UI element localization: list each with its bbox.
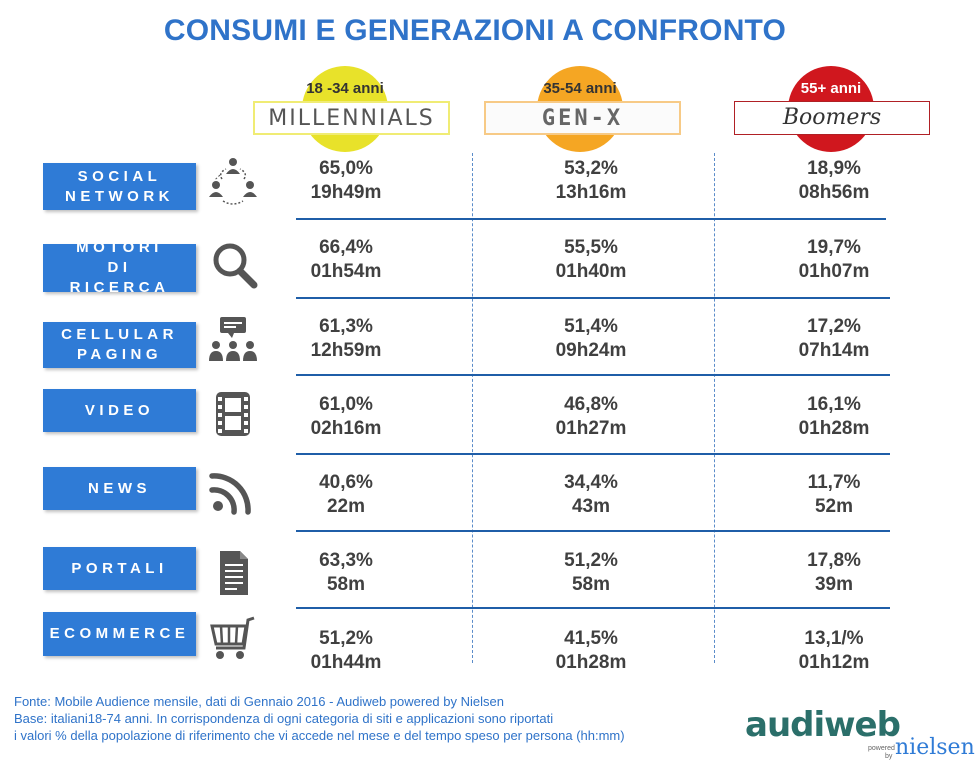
percent-value: 19,7% — [807, 237, 861, 258]
category-ecommerce[interactable]: ECOMMERCE — [43, 612, 196, 656]
audiweb-nielsen-logo: audiweb powered by nielsen — [745, 705, 975, 765]
category-social-network[interactable]: SOCIAL NETWORK — [43, 163, 196, 210]
value-cell: 18,9% 08h56m — [754, 157, 914, 205]
percent-value: 61,0% — [319, 394, 373, 415]
boomers-label: Boomers — [734, 101, 930, 135]
percent-value: 51,2% — [319, 628, 373, 649]
time-value: 39m — [814, 574, 854, 595]
value-cell: 51,2% 58m — [511, 549, 671, 597]
social-network-icon — [206, 153, 260, 207]
time-value: 01h07m — [798, 261, 870, 282]
footnote-line: i valori % della popolazione di riferime… — [14, 728, 625, 743]
value-cell: 51,4% 09h24m — [511, 315, 671, 363]
percent-value: 40,6% — [319, 472, 373, 493]
time-value: 01h40m — [555, 261, 627, 282]
value-cell: 40,6% 22m — [266, 471, 426, 519]
percent-value: 16,1% — [807, 394, 861, 415]
time-value: 52m — [814, 496, 854, 517]
time-value: 58m — [326, 574, 366, 595]
category-news[interactable]: NEWS — [43, 467, 196, 510]
percent-value: 53,2% — [564, 158, 618, 179]
time-value: 01h12m — [798, 652, 870, 673]
percent-value: 41,5% — [564, 628, 618, 649]
value-cell: 65,0% 19h49m — [266, 157, 426, 205]
row-separator — [296, 297, 890, 299]
value-cell: 17,8% 39m — [754, 549, 914, 597]
value-cell: 66,4% 01h54m — [266, 236, 426, 284]
cart-icon — [206, 612, 260, 666]
time-value: 01h44m — [310, 652, 382, 673]
value-cell: 46,8% 01h27m — [511, 393, 671, 441]
percent-value: 17,8% — [807, 550, 861, 571]
time-value: 01h54m — [310, 261, 382, 282]
value-cell: 51,2% 01h44m — [266, 627, 426, 675]
category-portali[interactable]: PORTALI — [43, 547, 196, 590]
rss-icon — [206, 466, 260, 520]
time-value: 08h56m — [798, 182, 870, 203]
percent-value: 51,2% — [564, 550, 618, 571]
time-value: 22m — [326, 496, 366, 517]
value-cell: 13,1/% 01h12m — [754, 627, 914, 675]
category-motori-di-ricerca[interactable]: MOTORI DI RICERCA — [43, 239, 196, 296]
audiweb-wordmark: audiweb — [745, 705, 901, 745]
percent-value: 17,2% — [807, 316, 861, 337]
footnote-line: Base: italiani18-74 anni. In corrisponde… — [14, 711, 554, 726]
genx-label: GEN-X — [484, 101, 681, 135]
time-value: 13h16m — [555, 182, 627, 203]
column-divider — [472, 153, 473, 663]
source-footnote: Fonte: Mobile Audience mensile, dati di … — [14, 693, 625, 744]
category-cellular-paging[interactable]: CELLULAR PAGING — [43, 322, 196, 368]
time-value: 19h49m — [310, 182, 382, 203]
row-separator — [296, 453, 890, 455]
percent-value: 51,4% — [564, 316, 618, 337]
value-cell: 41,5% 01h28m — [511, 627, 671, 675]
time-value: 09h24m — [555, 340, 627, 361]
page-title: CONSUMI E GENERAZIONI A CONFRONTO — [163, 14, 787, 47]
nielsen-wordmark: nielsen — [895, 735, 975, 760]
value-cell: 61,3% 12h59m — [266, 315, 426, 363]
percent-value: 61,3% — [319, 316, 373, 337]
row-separator — [296, 218, 886, 220]
percent-value: 63,3% — [319, 550, 373, 571]
chat-group-icon — [206, 313, 260, 367]
percent-value: 66,4% — [319, 237, 373, 258]
percent-value: 46,8% — [564, 394, 618, 415]
document-icon — [206, 547, 260, 601]
time-value: 01h27m — [555, 418, 627, 439]
value-cell: 34,4% 43m — [511, 471, 671, 519]
value-cell: 16,1% 01h28m — [754, 393, 914, 441]
film-icon — [206, 388, 260, 442]
category-video[interactable]: VIDEO — [43, 389, 196, 432]
time-value: 58m — [571, 574, 611, 595]
value-cell: 63,3% 58m — [266, 549, 426, 597]
percent-value: 34,4% — [564, 472, 618, 493]
millennials-label: MILLENNIALS — [253, 101, 450, 135]
time-value: 01h28m — [555, 652, 627, 673]
time-value: 02h16m — [310, 418, 382, 439]
by-label: by — [885, 753, 893, 760]
percent-value: 65,0% — [319, 158, 373, 179]
powered-label: powered — [868, 745, 895, 752]
value-cell: 11,7% 52m — [754, 471, 914, 519]
column-divider — [714, 153, 715, 663]
value-cell: 53,2% 13h16m — [511, 157, 671, 205]
row-separator — [296, 607, 890, 609]
time-value: 07h14m — [798, 340, 870, 361]
value-cell: 17,2% 07h14m — [754, 315, 914, 363]
percent-value: 18,9% — [807, 158, 861, 179]
value-cell: 19,7% 01h07m — [754, 236, 914, 284]
row-separator — [296, 530, 890, 532]
row-separator — [296, 374, 890, 376]
value-cell: 55,5% 01h40m — [511, 236, 671, 284]
value-cell: 61,0% 02h16m — [266, 393, 426, 441]
search-icon — [206, 238, 260, 292]
time-value: 01h28m — [798, 418, 870, 439]
percent-value: 13,1/% — [804, 628, 864, 649]
percent-value: 11,7% — [807, 472, 861, 493]
footnote-line: Fonte: Mobile Audience mensile, dati di … — [14, 694, 504, 709]
time-value: 43m — [571, 496, 611, 517]
time-value: 12h59m — [310, 340, 382, 361]
percent-value: 55,5% — [564, 237, 618, 258]
